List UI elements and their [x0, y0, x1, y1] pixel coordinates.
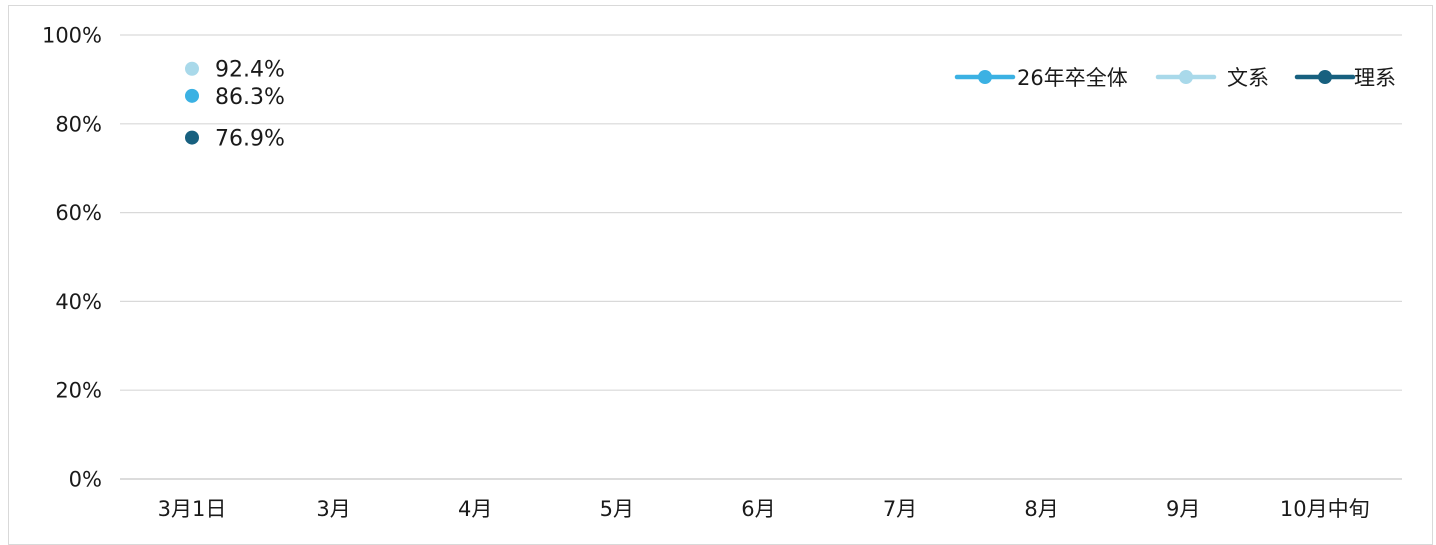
legend-label: 26年卒全体: [1017, 66, 1128, 90]
y-tick-label: 100%: [42, 24, 102, 48]
y-tick-label: 0%: [69, 468, 102, 492]
data-point: [185, 61, 199, 76]
data-label: 76.9%: [215, 127, 285, 152]
legend-marker: [978, 70, 992, 84]
x-tick-label: 4月: [458, 497, 492, 521]
y-tick-label: 80%: [55, 112, 102, 136]
x-tick-label: 3月: [316, 497, 350, 521]
x-tick-label: 10月中旬: [1280, 497, 1370, 521]
chart-frame: [8, 5, 1433, 545]
legend-marker: [1318, 70, 1332, 84]
x-tick-label: 7月: [883, 497, 917, 521]
y-tick-label: 60%: [55, 201, 102, 225]
data-point: [185, 130, 199, 145]
y-tick-label: 40%: [55, 290, 102, 314]
data-point: [185, 88, 199, 103]
x-tick-label: 8月: [1024, 497, 1058, 521]
data-label: 86.3%: [215, 85, 285, 110]
legend-marker: [1179, 70, 1193, 84]
legend-label: 理系: [1354, 66, 1396, 90]
data-label: 92.4%: [215, 58, 285, 83]
legend-label: 文系: [1227, 66, 1269, 90]
x-tick-label: 9月: [1166, 497, 1200, 521]
x-tick-label: 5月: [600, 497, 634, 521]
x-tick-label: 6月: [741, 497, 775, 521]
y-tick-label: 20%: [55, 379, 102, 403]
x-tick-label: 3月1日: [158, 497, 227, 521]
